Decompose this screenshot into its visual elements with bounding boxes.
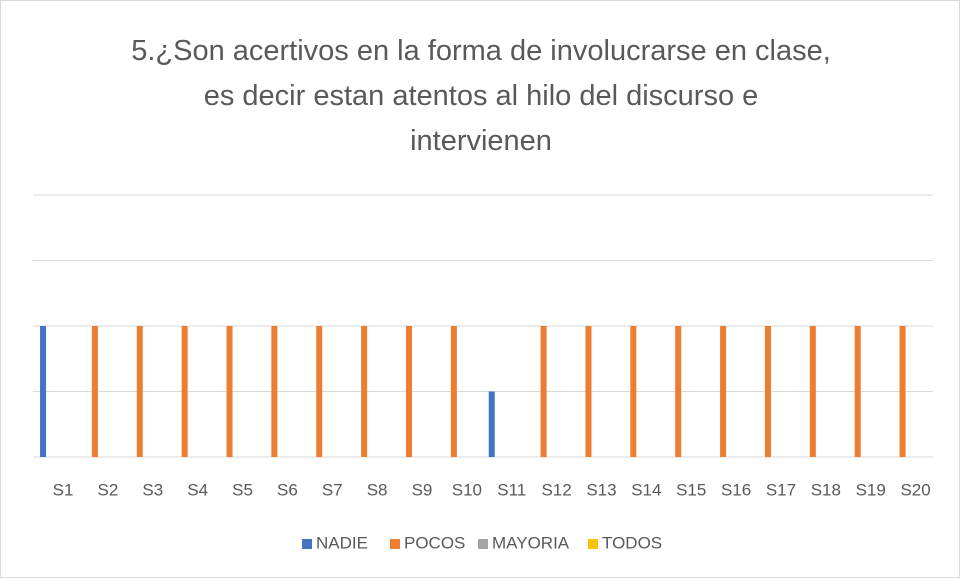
bar — [181, 326, 188, 457]
chart-title: 5.¿Son acertivos en la forma de involucr… — [131, 35, 831, 157]
x-tick-label: S1 — [53, 480, 74, 499]
bar — [271, 326, 278, 457]
legend-label: TODOS — [602, 533, 662, 552]
bar — [540, 326, 547, 457]
bar — [630, 326, 637, 457]
x-tick-label: S11 — [497, 480, 526, 499]
legend-label: POCOS — [404, 533, 465, 552]
legend-swatch — [588, 539, 598, 549]
x-tick-label: S13 — [586, 480, 616, 499]
legend-swatch — [302, 539, 312, 549]
x-tick-label: S2 — [98, 480, 119, 499]
x-tick-label: S18 — [811, 480, 841, 499]
bar — [136, 326, 143, 457]
bar — [899, 326, 906, 457]
x-tick-label: S6 — [277, 480, 298, 499]
legend-swatch — [390, 539, 400, 549]
bar — [361, 326, 368, 457]
bar — [854, 326, 861, 457]
x-tick-label: S5 — [232, 480, 253, 499]
bar — [488, 391, 495, 457]
x-tick-label: S15 — [676, 480, 706, 499]
x-tick-label: S17 — [766, 480, 796, 499]
bar — [809, 326, 816, 457]
bar — [764, 326, 771, 457]
legend-label: NADIE — [316, 533, 368, 552]
x-tick-label: S7 — [322, 480, 343, 499]
bar — [405, 326, 412, 457]
legend-swatch — [478, 539, 488, 549]
x-tick-label: S16 — [721, 480, 751, 499]
bar — [450, 326, 457, 457]
x-tick-label: S12 — [541, 480, 571, 499]
x-tick-label: S8 — [367, 480, 388, 499]
bar — [91, 326, 98, 457]
bar — [316, 326, 323, 457]
bar — [675, 326, 682, 457]
x-tick-label: S20 — [900, 480, 930, 499]
x-tick-label: S9 — [412, 480, 433, 499]
x-tick-label: S3 — [142, 480, 163, 499]
x-tick-label: S14 — [631, 480, 661, 499]
bar — [40, 326, 47, 457]
x-tick-label: S19 — [856, 480, 886, 499]
bar — [720, 326, 727, 457]
x-tick-label: S4 — [187, 480, 208, 499]
bar — [226, 326, 233, 457]
x-tick-label: S10 — [452, 480, 482, 499]
bar — [585, 326, 592, 457]
legend-label: MAYORIA — [492, 533, 570, 552]
